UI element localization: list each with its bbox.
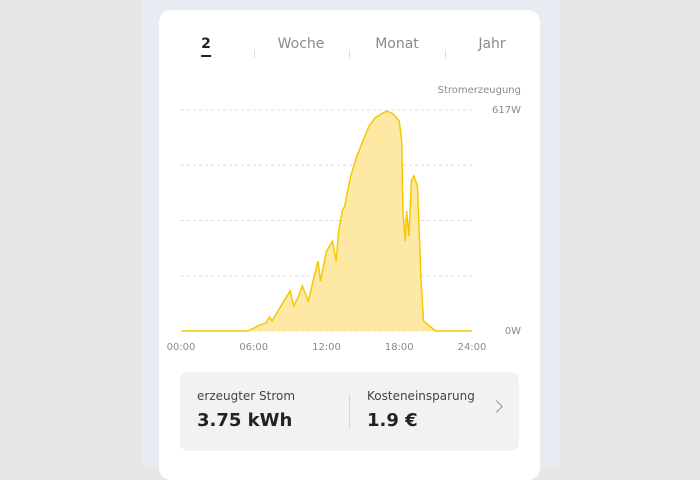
summary-value: 3.75 kWh <box>197 410 293 431</box>
x-tick-label: 18:00 <box>385 342 414 353</box>
x-tick-label: 06:00 <box>239 342 268 353</box>
x-tick-label: 00:00 <box>167 342 196 353</box>
tab[interactable]: Jahr <box>478 36 506 52</box>
summary-value: 1.9 € <box>367 410 418 431</box>
tab-separator <box>254 50 255 58</box>
summary-label: erzeugter Strom <box>197 389 296 403</box>
line <box>181 110 472 332</box>
y-tick-label: 0W <box>505 326 521 337</box>
tab[interactable]: Monat <box>375 36 419 52</box>
tab-separator <box>445 50 446 58</box>
divider <box>349 394 350 428</box>
x-tick-label: 24:00 <box>458 342 487 353</box>
x-tick-label: 12:00 <box>312 342 341 353</box>
screen: {"tabs": ["2", "Woche", "Monat", "Jahr"]… <box>0 0 700 467</box>
tab[interactable]: Woche <box>277 36 325 52</box>
chart: Stromerzeugung 0W 617W 00:00 06:00 12:00 18:0… <box>167 85 522 353</box>
summary-label: Kosteneinsparung <box>367 389 475 403</box>
summary-box[interactable]: erzeugter Strom 3.75 kWh Kosteneinsparun… <box>180 372 519 451</box>
y-tick-label: 617W <box>492 105 521 116</box>
tab-separator <box>349 50 350 58</box>
tab[interactable]: 2 <box>201 36 211 57</box>
area <box>181 111 472 331</box>
axis-label: Stromerzeugung <box>438 85 521 96</box>
